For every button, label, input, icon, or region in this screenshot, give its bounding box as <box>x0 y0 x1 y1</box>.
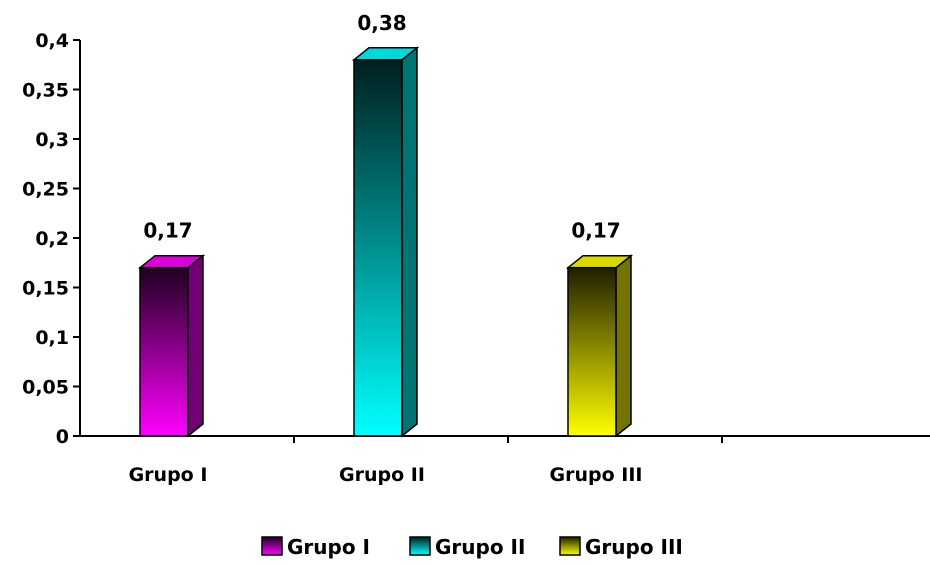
legend-swatch <box>409 536 431 556</box>
x-category-label: Grupo I <box>129 464 208 486</box>
legend-swatch <box>261 536 283 556</box>
legend: Grupo I Grupo II Grupo III <box>261 535 683 559</box>
x-category-label: Grupo III <box>550 464 643 486</box>
data-label: 0,17 <box>143 219 192 243</box>
bar-front <box>353 59 403 437</box>
bar-side <box>401 46 418 438</box>
y-tick-label: 0 <box>56 426 69 448</box>
bar-side <box>187 254 204 438</box>
bar-front <box>139 266 189 437</box>
legend-label: Grupo I <box>287 535 370 559</box>
x-category-label: Grupo II <box>339 464 425 486</box>
y-tick-label: 0,35 <box>22 80 69 102</box>
data-label: 0,17 <box>571 219 620 243</box>
bars <box>137 46 634 438</box>
bar-grupo-ii <box>351 46 420 438</box>
y-tick-label: 0,05 <box>22 377 69 399</box>
legend-swatch <box>559 536 581 556</box>
bar-side <box>615 254 632 438</box>
data-label: 0,38 <box>357 11 406 35</box>
y-tick-label: 0,25 <box>22 179 69 201</box>
legend-item: Grupo I <box>261 535 370 559</box>
y-tick-label: 0,1 <box>35 327 69 349</box>
y-tick-label: 0,15 <box>22 278 69 300</box>
bar-grupo-i <box>137 254 206 438</box>
legend-label: Grupo II <box>435 535 525 559</box>
bar-grupo-iii <box>565 254 634 438</box>
axes: 0 0,05 0,1 0,15 0,2 0,25 0,3 0,35 0,4 <box>22 30 930 448</box>
legend-item: Grupo III <box>559 535 683 559</box>
bar-front <box>567 266 617 437</box>
y-tick-label: 0,3 <box>35 129 69 151</box>
y-tick-label: 0,2 <box>35 228 69 250</box>
labels: 0,17 Grupo I 0,38 Grupo II 0,17 Grupo III <box>129 11 643 486</box>
legend-item: Grupo II <box>409 535 525 559</box>
y-tick-label: 0,4 <box>35 30 69 52</box>
legend-label: Grupo III <box>585 535 683 559</box>
